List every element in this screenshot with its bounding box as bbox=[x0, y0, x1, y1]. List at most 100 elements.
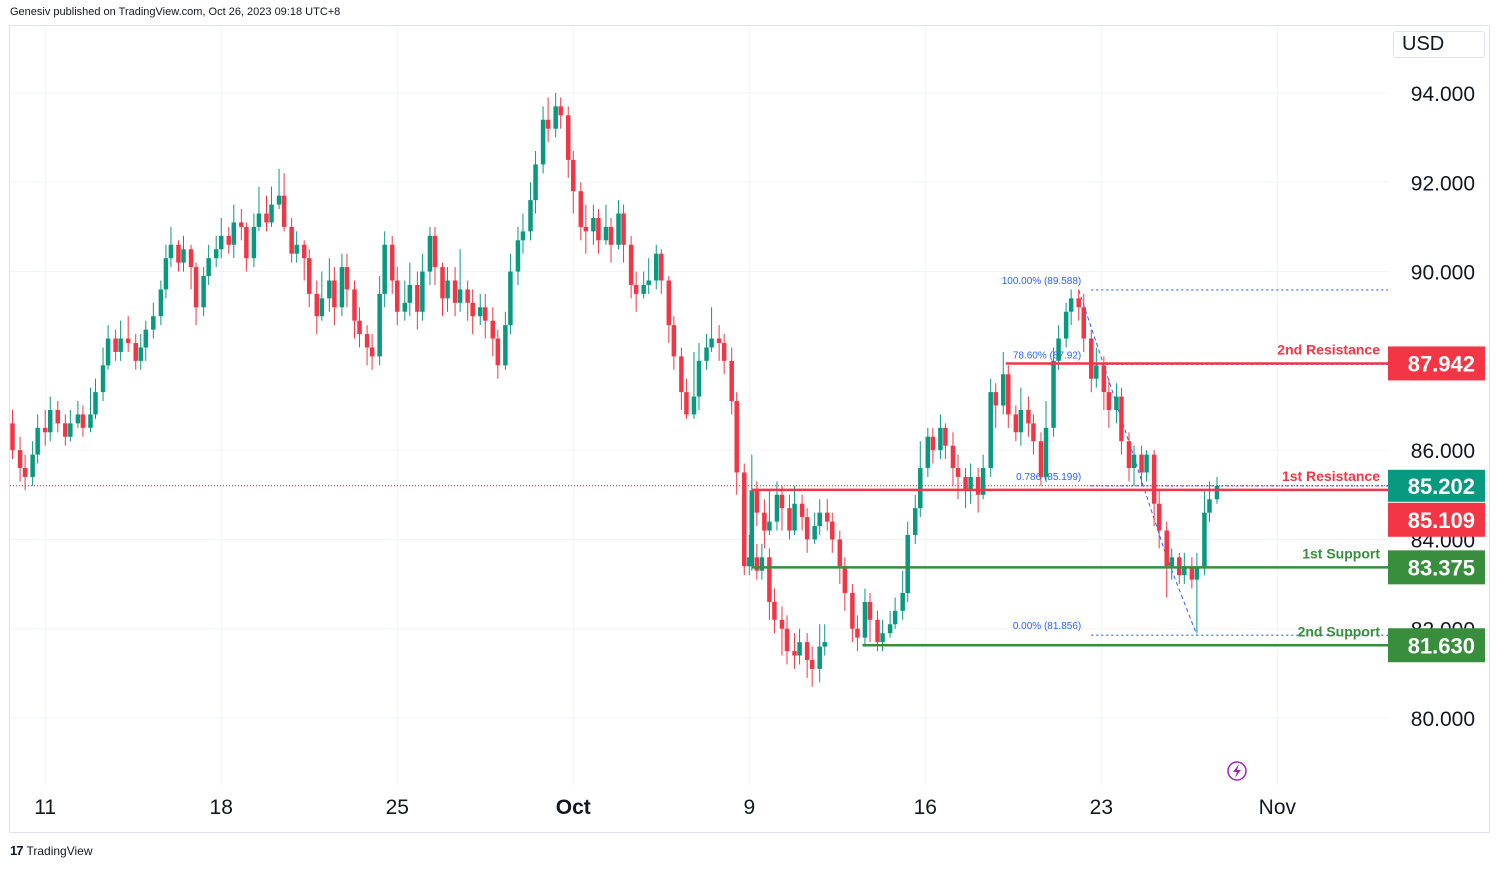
candle-body bbox=[905, 534, 910, 594]
candles bbox=[10, 92, 1220, 687]
candle-body bbox=[641, 284, 646, 294]
candle-body bbox=[817, 646, 822, 669]
candle-body bbox=[1013, 414, 1019, 433]
candle-body bbox=[339, 267, 345, 308]
candle-body bbox=[158, 289, 164, 317]
candle-body bbox=[646, 280, 651, 285]
candle-body bbox=[344, 267, 350, 290]
candle-body bbox=[100, 365, 106, 393]
candle-body bbox=[1006, 374, 1011, 415]
candle-body bbox=[394, 280, 400, 312]
candle-body bbox=[887, 624, 893, 634]
candle-body bbox=[515, 240, 521, 272]
candle-body bbox=[151, 316, 156, 330]
candle-body bbox=[276, 195, 282, 205]
candle-body bbox=[943, 427, 948, 446]
candle-body bbox=[792, 503, 797, 531]
candle-body bbox=[779, 494, 785, 509]
candle-body bbox=[201, 276, 206, 308]
level-name-label: 2nd Support bbox=[1298, 623, 1381, 639]
candle-body bbox=[1182, 566, 1187, 576]
candle-body bbox=[797, 642, 802, 656]
candle-body bbox=[55, 409, 61, 424]
candle-body bbox=[1144, 454, 1149, 473]
candle-body bbox=[591, 217, 596, 232]
y-tick-label: 80.000 bbox=[1411, 708, 1475, 731]
candle-body bbox=[427, 235, 433, 272]
candle-body bbox=[88, 414, 93, 428]
candle-body bbox=[583, 226, 589, 232]
candle-body bbox=[1089, 338, 1094, 379]
x-tick-label: Oct bbox=[556, 796, 591, 819]
candle-body bbox=[787, 508, 792, 531]
candle-body bbox=[503, 325, 508, 366]
candle-body bbox=[168, 244, 174, 259]
candle-body bbox=[980, 468, 986, 495]
candle-body bbox=[17, 450, 23, 469]
candle-body bbox=[402, 302, 408, 312]
candle-body bbox=[679, 356, 684, 393]
candle-body bbox=[294, 244, 299, 254]
fib-level-label: 100.00% (89.588) bbox=[1002, 276, 1082, 287]
candle-body bbox=[352, 289, 357, 321]
candle-body bbox=[540, 119, 546, 165]
candle-body bbox=[709, 338, 714, 348]
candle-body bbox=[767, 521, 772, 531]
candle-body bbox=[239, 222, 244, 227]
candle-body bbox=[143, 329, 149, 348]
candle-body bbox=[314, 293, 320, 317]
candle-body bbox=[913, 508, 918, 535]
candle-body bbox=[804, 642, 810, 660]
candle-body bbox=[880, 633, 885, 643]
candle-body bbox=[22, 468, 28, 477]
current-price-tag bbox=[1388, 469, 1485, 502]
candle-body bbox=[767, 557, 772, 602]
candle-body bbox=[1164, 530, 1169, 567]
candle-body bbox=[799, 503, 805, 518]
candle-body bbox=[63, 423, 68, 437]
x-tick-label: 18 bbox=[210, 796, 233, 819]
candle-body bbox=[495, 338, 501, 366]
fib-level-label: 0.00% (81.856) bbox=[1013, 621, 1081, 632]
candle-body bbox=[327, 280, 332, 299]
tradingview-footer[interactable]: 17 TradingView bbox=[10, 843, 93, 858]
candle-body bbox=[553, 106, 558, 129]
candle-body bbox=[654, 253, 659, 281]
candle-body bbox=[784, 628, 790, 652]
candle-body bbox=[918, 468, 923, 509]
candle-body bbox=[206, 258, 211, 277]
candle-body bbox=[545, 119, 551, 129]
candle-body bbox=[163, 258, 169, 290]
candle-body bbox=[716, 338, 722, 343]
candle-body bbox=[113, 338, 118, 352]
candle-body bbox=[892, 610, 898, 625]
candle-body bbox=[616, 213, 621, 245]
level-name-label: 2nd Resistance bbox=[1277, 341, 1380, 357]
candle-body bbox=[508, 271, 513, 326]
candle-body bbox=[377, 293, 382, 357]
candle-body bbox=[264, 213, 269, 223]
level-lines: 2nd Resistance 1st Resistance 1st Support 2… bbox=[751, 341, 1388, 647]
candle-body bbox=[75, 414, 81, 424]
candle-body bbox=[659, 253, 664, 281]
candle-body bbox=[762, 512, 767, 531]
candle-body bbox=[415, 284, 420, 312]
grid bbox=[10, 26, 1388, 785]
level-price-text: 85.109 bbox=[1408, 508, 1475, 533]
candle-body bbox=[1119, 396, 1124, 442]
candle-body bbox=[633, 284, 639, 294]
candle-body bbox=[1194, 566, 1200, 580]
level-price-text: 81.630 bbox=[1408, 633, 1475, 658]
candle-body bbox=[281, 195, 287, 227]
candle-body bbox=[1169, 557, 1174, 567]
flash-icon[interactable] bbox=[1227, 761, 1247, 781]
currency-selector[interactable]: USD bbox=[1393, 31, 1485, 58]
candle-body bbox=[301, 244, 307, 259]
candle-body bbox=[830, 521, 835, 540]
candle-body bbox=[42, 427, 48, 433]
candle-body bbox=[938, 427, 943, 451]
x-tick-label: Nov bbox=[1259, 796, 1297, 819]
candle-body bbox=[855, 628, 860, 638]
candle-body bbox=[477, 307, 483, 317]
